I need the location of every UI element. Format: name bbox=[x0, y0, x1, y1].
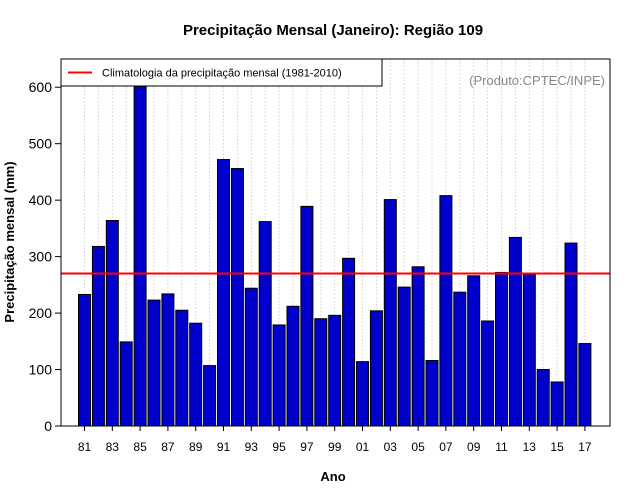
bar-00 bbox=[342, 257, 356, 427]
bar-81 bbox=[78, 293, 91, 427]
bar-02 bbox=[369, 310, 383, 427]
bar-17 bbox=[578, 343, 592, 427]
legend: Climatologia da precipitação mensal (198… bbox=[60, 58, 383, 87]
bar-04 bbox=[397, 286, 411, 427]
bar-97 bbox=[300, 205, 314, 427]
legend-box bbox=[60, 58, 383, 87]
bar-88 bbox=[175, 309, 189, 427]
x-tick-label: 95 bbox=[272, 440, 286, 454]
bar-98 bbox=[314, 318, 328, 427]
y-tick-label: 400 bbox=[29, 192, 53, 208]
x-tick-label: 99 bbox=[328, 440, 342, 454]
x-tick-label: 03 bbox=[384, 440, 398, 454]
x-tick-label: 09 bbox=[467, 440, 481, 454]
bar-87 bbox=[161, 293, 175, 427]
x-tick-label: 89 bbox=[189, 440, 203, 454]
bar-95 bbox=[272, 324, 286, 427]
bar-93 bbox=[244, 287, 258, 427]
bar-08 bbox=[453, 291, 467, 427]
x-tick-label: 83 bbox=[106, 440, 120, 454]
x-tick-label: 11 bbox=[495, 440, 508, 454]
x-tick-label: 81 bbox=[78, 440, 92, 454]
y-axis: 0 100 200 300 400 500 600 bbox=[29, 79, 61, 434]
x-tick-label: 85 bbox=[133, 440, 147, 454]
bar-11 bbox=[495, 271, 508, 427]
y-tick-label: 300 bbox=[29, 249, 53, 265]
x-axis-label: Ano bbox=[320, 469, 345, 484]
bar-83 bbox=[105, 219, 119, 427]
bar-12 bbox=[508, 236, 522, 427]
bar-13 bbox=[522, 273, 536, 427]
bar-06 bbox=[425, 360, 439, 427]
x-axis: 81 83 85 87 89 91 93 95 97 99 01 03 05 07 09 11 13 15 17 bbox=[78, 426, 592, 454]
bar-09 bbox=[467, 275, 481, 427]
bar-14 bbox=[536, 369, 550, 427]
x-tick-label: 17 bbox=[578, 440, 592, 454]
chart-title: Precipitação Mensal (Janeiro): Região 10… bbox=[183, 22, 483, 39]
bar-96 bbox=[286, 305, 300, 427]
y-tick-label: 200 bbox=[29, 305, 53, 321]
x-tick-label: 15 bbox=[550, 440, 564, 454]
legend-label: Climatologia da precipitação mensal (198… bbox=[102, 68, 342, 80]
bar-85 bbox=[133, 86, 147, 427]
bar-84 bbox=[119, 341, 133, 427]
credit-text: (Produto:CPTEC/INPE) bbox=[469, 73, 605, 88]
x-tick-label: 97 bbox=[300, 440, 314, 454]
y-tick-label: 500 bbox=[29, 136, 53, 152]
bar-03 bbox=[383, 199, 397, 427]
bar-89 bbox=[189, 322, 203, 427]
x-tick-label: 93 bbox=[245, 440, 259, 454]
y-tick-label: 600 bbox=[29, 79, 53, 95]
bar-05 bbox=[411, 266, 425, 427]
bar-94 bbox=[258, 221, 272, 427]
bar-86 bbox=[147, 299, 161, 427]
bar-92 bbox=[230, 168, 244, 427]
y-tick-label: 0 bbox=[44, 418, 52, 434]
bar-16 bbox=[564, 242, 578, 427]
x-tick-label: 05 bbox=[411, 440, 425, 454]
x-tick-label: 91 bbox=[217, 440, 231, 454]
x-tick-label: 01 bbox=[356, 440, 370, 454]
bar-90 bbox=[203, 365, 217, 427]
x-tick-label: 87 bbox=[161, 440, 175, 454]
bar-07 bbox=[439, 195, 453, 427]
bar-15 bbox=[550, 381, 564, 427]
bar-01 bbox=[356, 361, 369, 427]
x-tick-label: 07 bbox=[439, 440, 453, 454]
y-axis-label: Precipitação mensal (mm) bbox=[2, 161, 17, 322]
y-tick-label: 100 bbox=[29, 362, 53, 378]
bar-10 bbox=[481, 320, 495, 427]
bar-99 bbox=[328, 314, 342, 427]
x-tick-label: 13 bbox=[523, 440, 537, 454]
bar-91 bbox=[217, 159, 230, 427]
